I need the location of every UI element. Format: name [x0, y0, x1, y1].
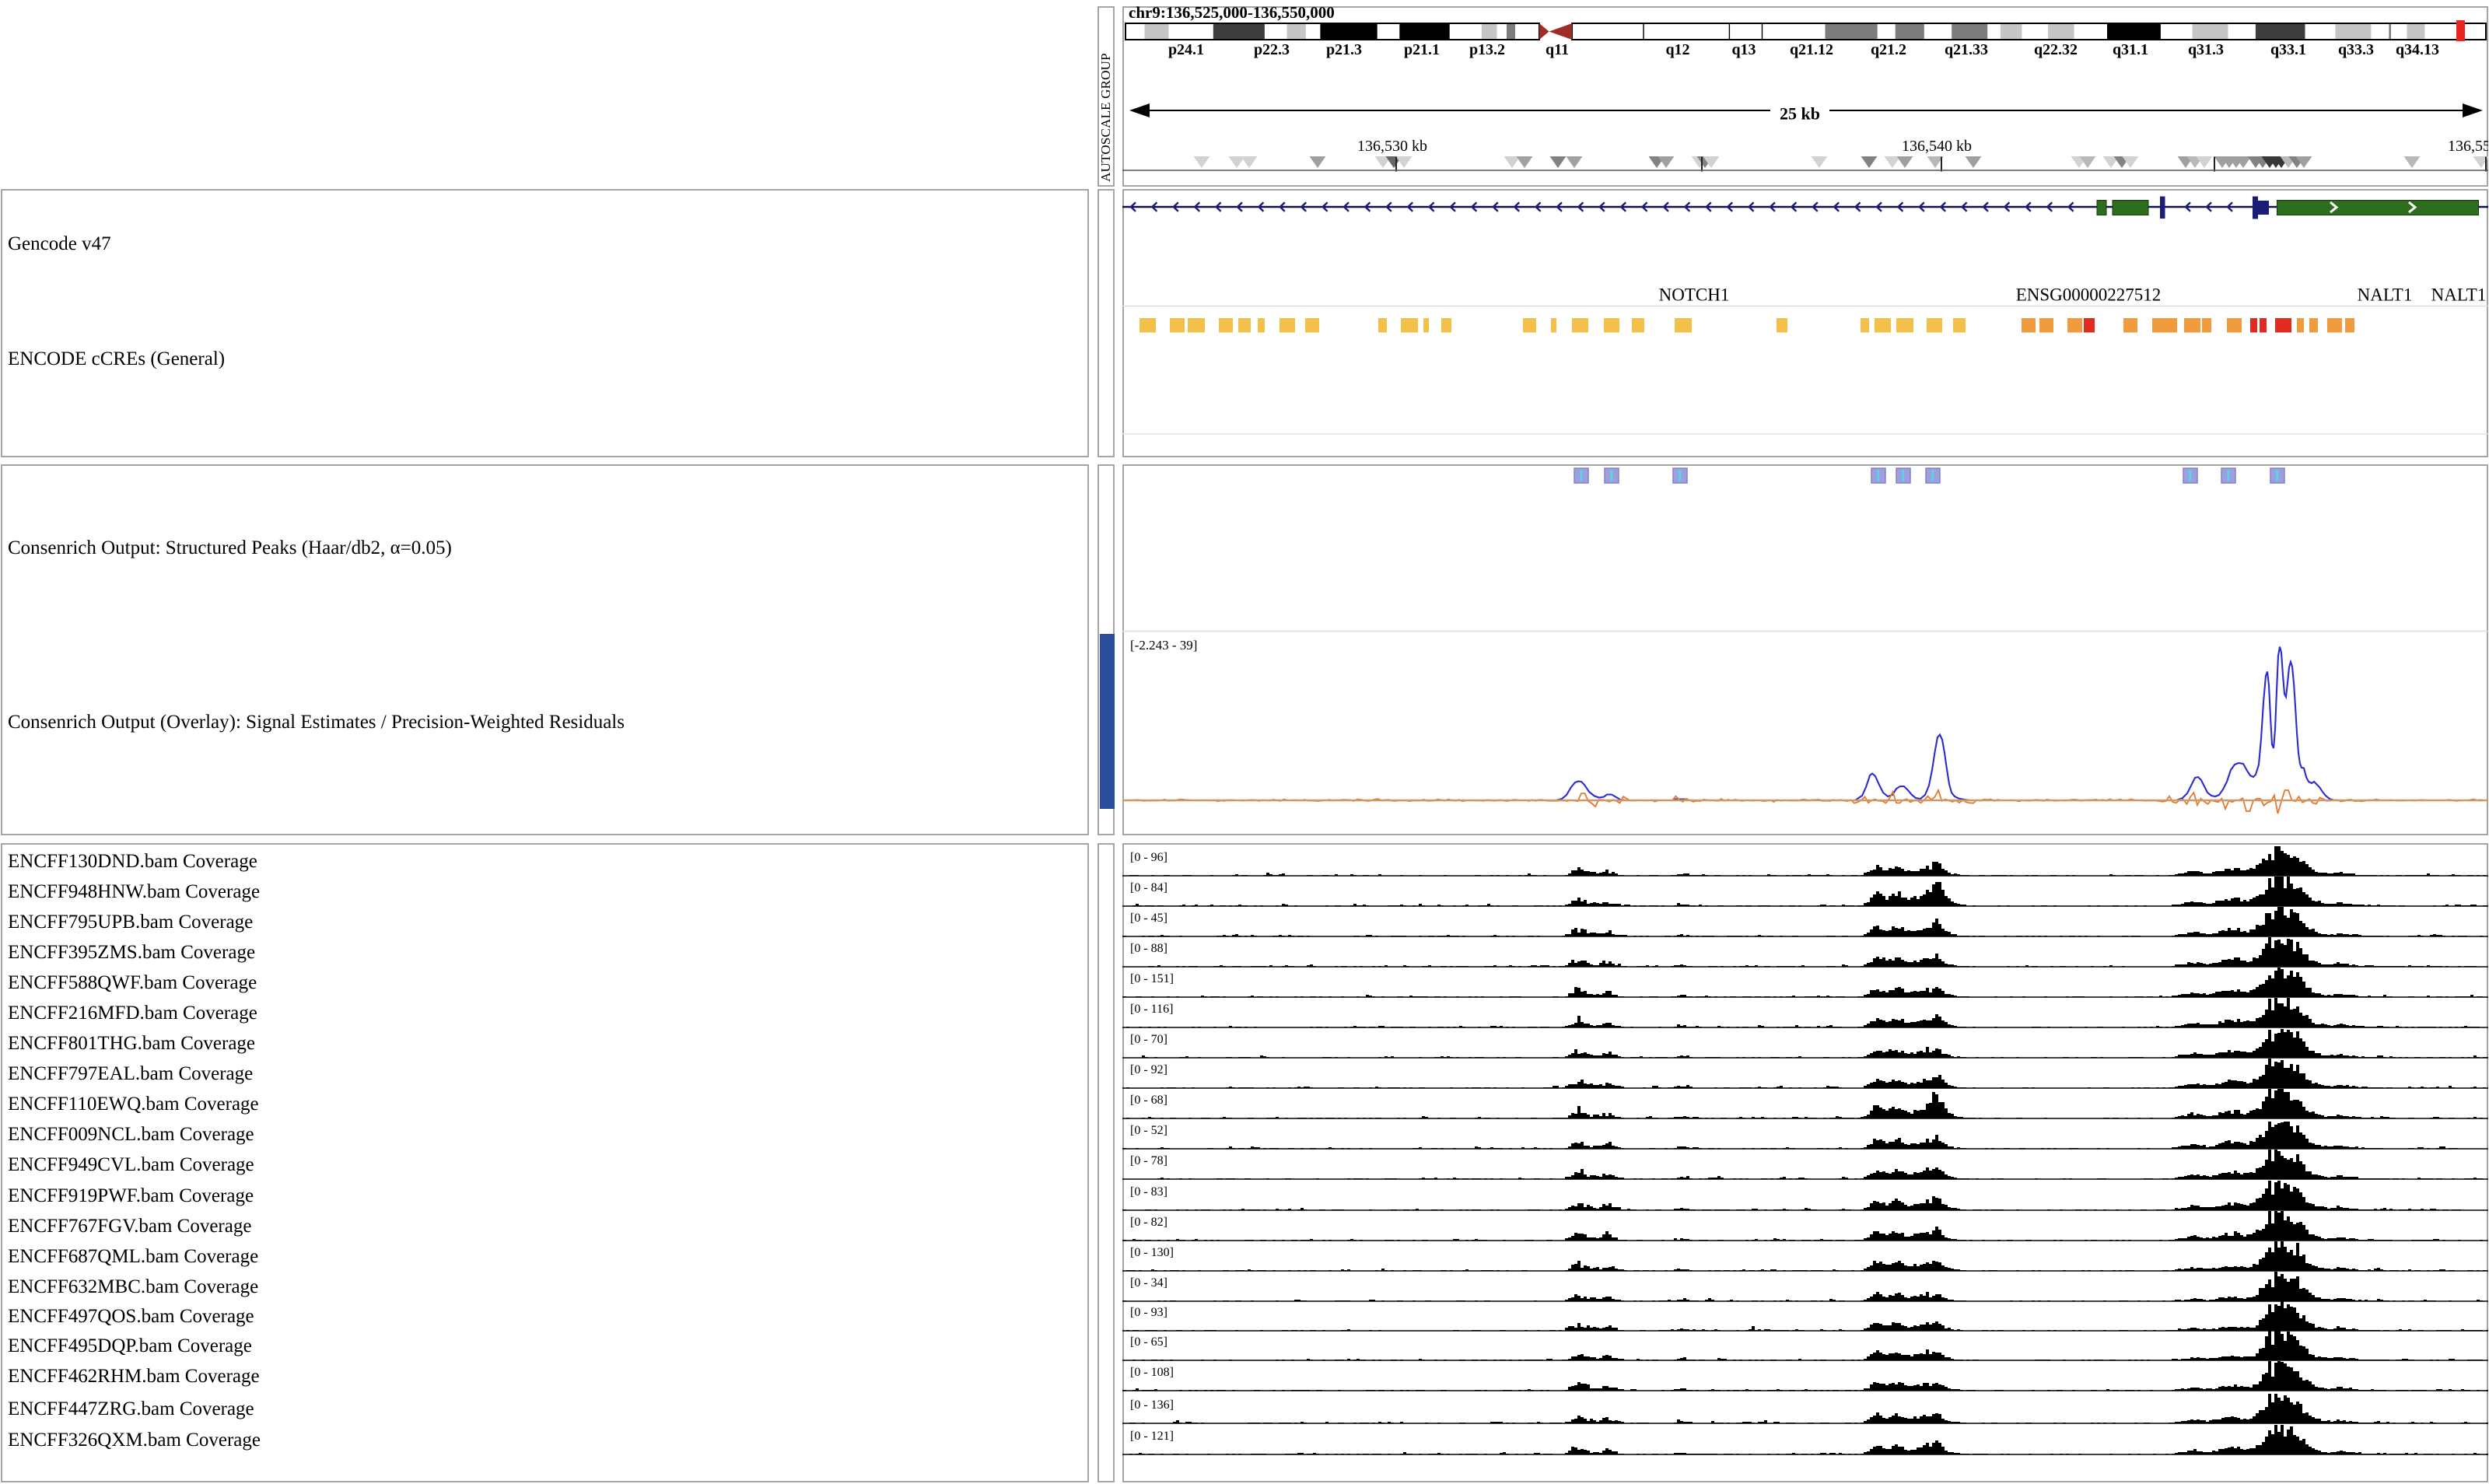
svg-text:136,530 kb: 136,530 kb — [1357, 138, 1427, 155]
svg-text:p13.2: p13.2 — [1469, 41, 1505, 58]
svg-text:p24.1: p24.1 — [1168, 41, 1204, 58]
svg-text:q21.12: q21.12 — [1790, 41, 1833, 58]
svg-text:NALT1: NALT1 — [2431, 285, 2487, 305]
svg-text:[0 - 34]: [0 - 34] — [1130, 1276, 1167, 1290]
svg-text:q34.13: q34.13 — [2396, 41, 2439, 58]
svg-text:q33.3: q33.3 — [2338, 41, 2374, 58]
svg-text:[0 - 65]: [0 - 65] — [1130, 1335, 1167, 1349]
svg-text:[0 - 136]: [0 - 136] — [1130, 1398, 1174, 1412]
svg-text:q33.1: q33.1 — [2270, 41, 2306, 58]
svg-text:q31.1: q31.1 — [2113, 41, 2148, 58]
svg-text:q13: q13 — [1731, 41, 1756, 58]
svg-text:[0 - 151]: [0 - 151] — [1130, 972, 1174, 985]
svg-text:[0 - 92]: [0 - 92] — [1130, 1063, 1167, 1076]
svg-text:[-2.243 - 39]: [-2.243 - 39] — [1130, 638, 1197, 653]
svg-text:[0 - 88]: [0 - 88] — [1130, 942, 1167, 955]
svg-text:136,540 kb: 136,540 kb — [1902, 138, 1972, 155]
svg-text:p21.3: p21.3 — [1326, 41, 1362, 58]
svg-text:[0 - 83]: [0 - 83] — [1130, 1185, 1167, 1199]
svg-text:136,55: 136,55 — [2448, 138, 2488, 155]
svg-text:[0 - 70]: [0 - 70] — [1130, 1033, 1167, 1046]
svg-text:NALT1: NALT1 — [2358, 285, 2413, 305]
svg-text:q11: q11 — [1546, 41, 1569, 58]
svg-text:chr9:136,525,000-136,550,000: chr9:136,525,000-136,550,000 — [1129, 6, 1335, 22]
svg-text:[0 - 116]: [0 - 116] — [1130, 1003, 1173, 1016]
svg-text:q21.2: q21.2 — [1871, 41, 1906, 58]
svg-text:[0 - 68]: [0 - 68] — [1130, 1094, 1167, 1107]
svg-text:q31.3: q31.3 — [2188, 41, 2224, 58]
svg-text:NOTCH1: NOTCH1 — [1659, 285, 1730, 305]
svg-text:p22.3: p22.3 — [1254, 41, 1290, 58]
svg-text:[0 - 82]: [0 - 82] — [1130, 1216, 1167, 1229]
svg-text:[0 - 108]: [0 - 108] — [1130, 1366, 1174, 1379]
svg-text:[0 - 52]: [0 - 52] — [1130, 1124, 1167, 1137]
svg-text:ENSG00000227512: ENSG00000227512 — [2016, 285, 2162, 305]
svg-text:[0 - 130]: [0 - 130] — [1130, 1246, 1174, 1259]
svg-text:[0 - 96]: [0 - 96] — [1130, 851, 1167, 864]
svg-text:[0 - 78]: [0 - 78] — [1130, 1154, 1167, 1167]
svg-text:[0 - 121]: [0 - 121] — [1130, 1430, 1174, 1443]
svg-text:[0 - 45]: [0 - 45] — [1130, 912, 1167, 925]
svg-text:q22.32: q22.32 — [2034, 41, 2078, 58]
svg-text:[0 - 84]: [0 - 84] — [1130, 881, 1167, 894]
svg-text:p21.1: p21.1 — [1404, 41, 1440, 58]
svg-text:q21.33: q21.33 — [1945, 41, 1988, 58]
svg-text:[0 - 93]: [0 - 93] — [1130, 1306, 1167, 1319]
svg-text:q12: q12 — [1665, 41, 1689, 58]
svg-text:25 kb: 25 kb — [1780, 104, 1820, 124]
